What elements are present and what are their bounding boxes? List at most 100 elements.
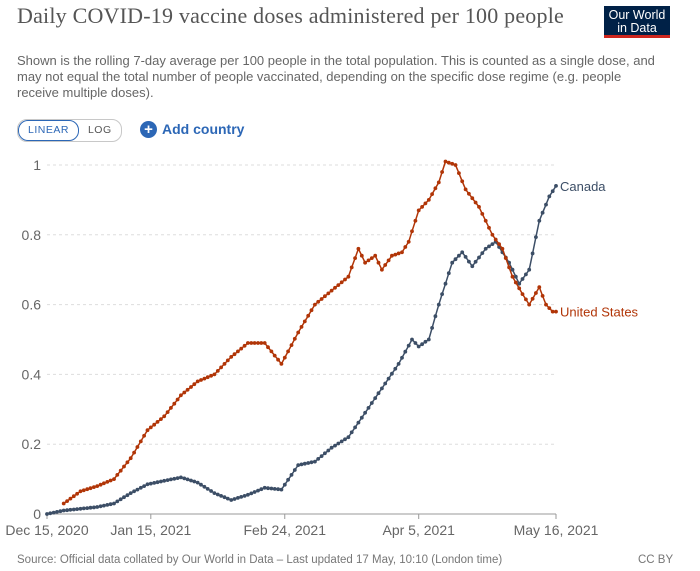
data-point [169, 477, 173, 482]
data-point [249, 341, 254, 345]
data-point [369, 401, 374, 405]
data-point [78, 489, 83, 494]
data-point [544, 302, 548, 307]
data-point [205, 487, 210, 491]
data-point [289, 343, 294, 347]
data-point [436, 302, 441, 307]
data-point [339, 280, 344, 285]
x-tick-label: Jan 15, 2021 [110, 522, 191, 538]
data-point [229, 498, 234, 502]
data-point [192, 382, 197, 387]
data-point [249, 491, 254, 496]
data-point [68, 496, 73, 501]
data-point [406, 239, 411, 244]
line-chart: 0 0.2 0.4 0.6 0.8 1 Dec 15, 2020 Jan 15, 2021 Fe… [5, 157, 638, 538]
y-tick-label: 0 [33, 506, 41, 522]
data-point [359, 253, 364, 258]
add-country-label: Add country [162, 121, 245, 137]
data-point [393, 366, 398, 371]
data-point [189, 478, 193, 483]
data-point [500, 246, 505, 251]
data-point [540, 210, 545, 215]
data-point [215, 492, 220, 497]
x-tick-label: Dec 15, 2020 [5, 522, 88, 538]
data-point [483, 218, 488, 223]
data-point [256, 488, 260, 493]
data-point [232, 497, 237, 501]
data-point [420, 342, 424, 347]
linear-scale-button[interactable]: LINEAR [18, 120, 79, 141]
data-point [61, 508, 66, 513]
data-point [386, 258, 391, 263]
data-point [88, 505, 93, 510]
data-point [413, 218, 418, 223]
data-point [460, 250, 465, 255]
data-point [326, 448, 331, 453]
data-point [246, 341, 250, 345]
data-point [209, 373, 214, 378]
data-point [276, 487, 280, 492]
data-point [470, 196, 475, 201]
data-point [410, 337, 414, 342]
data-point [313, 302, 317, 307]
data-point [219, 365, 224, 370]
data-point [520, 292, 525, 296]
series-line [63, 160, 556, 505]
data-point [383, 263, 388, 267]
data-point [457, 171, 461, 176]
data-point [128, 491, 133, 495]
data-point [510, 267, 515, 272]
data-point [232, 352, 237, 357]
data-point [356, 246, 361, 251]
data-point [78, 506, 83, 511]
data-point [390, 253, 394, 258]
data-point [159, 479, 163, 484]
data-point [547, 306, 552, 310]
data-point [256, 341, 260, 345]
data-point [537, 218, 542, 223]
data-point [302, 319, 307, 324]
data-point [380, 267, 384, 272]
data-point [282, 355, 287, 360]
data-point [554, 309, 558, 314]
data-point [179, 393, 183, 398]
data-point [349, 265, 354, 270]
data-point [92, 505, 96, 510]
data-point [148, 481, 153, 486]
data-point [55, 510, 59, 514]
data-point [517, 286, 522, 291]
data-point [323, 294, 327, 299]
data-point [202, 376, 207, 381]
data-point [359, 415, 364, 420]
data-point [159, 417, 163, 421]
data-point [527, 267, 532, 272]
data-point [480, 212, 485, 216]
data-point [199, 482, 203, 487]
data-point [252, 341, 257, 345]
owid-logo[interactable]: Our World in Data [604, 6, 670, 38]
data-point [544, 202, 548, 207]
data-point [433, 314, 438, 319]
data-point [396, 251, 401, 256]
data-point [323, 451, 327, 456]
data-point [534, 291, 538, 295]
data-point [306, 461, 311, 465]
log-scale-button[interactable]: LOG [87, 124, 112, 136]
data-point [343, 277, 347, 282]
data-point [306, 313, 311, 318]
data-point [423, 339, 428, 344]
data-point [302, 461, 307, 466]
logo-line-1: Our World [608, 8, 666, 22]
data-point [108, 502, 113, 507]
data-point [319, 454, 324, 458]
data-point [185, 387, 190, 392]
data-point [473, 259, 478, 264]
data-point [51, 510, 56, 515]
data-point [366, 406, 371, 410]
x-tick-label: Apr 5, 2021 [383, 522, 456, 538]
license-link[interactable]: CC BY [638, 554, 674, 566]
add-country-button[interactable]: + Add country [140, 119, 244, 139]
data-point [487, 244, 491, 249]
data-point [524, 297, 528, 302]
source-note[interactable]: Source: Official data collated by Our Wo… [17, 554, 503, 566]
